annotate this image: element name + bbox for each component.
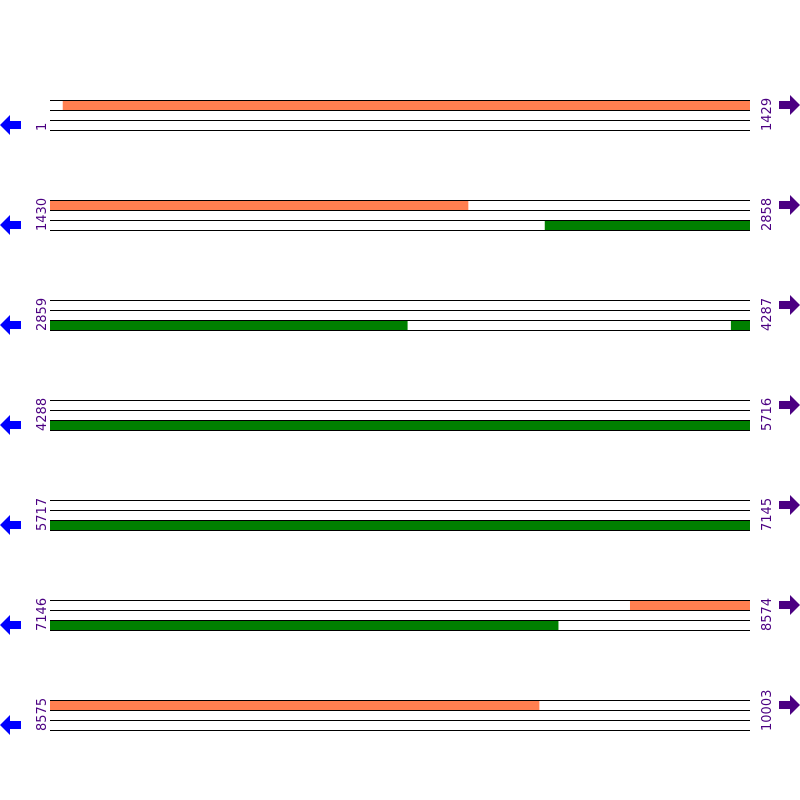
row-start-label: 8575 bbox=[35, 698, 50, 731]
reverse-feature-bar bbox=[50, 520, 750, 530]
arrow-right-icon bbox=[779, 695, 800, 715]
row-end-label: 8574 bbox=[760, 598, 775, 631]
forward-feature-bar bbox=[50, 700, 540, 710]
sequence-row: 8575 10003 bbox=[0, 690, 800, 735]
reverse-feature-bar bbox=[730, 320, 750, 330]
reverse-feature-bar bbox=[50, 320, 408, 330]
arrow-left-icon bbox=[0, 615, 21, 635]
sequence-row: 1 1429 bbox=[0, 95, 800, 135]
row-end-label: 5716 bbox=[760, 398, 775, 431]
arrow-left-icon bbox=[0, 315, 21, 335]
row-start-label: 1430 bbox=[35, 198, 50, 231]
row-end-label: 7145 bbox=[760, 498, 775, 531]
arrow-right-icon bbox=[779, 195, 800, 215]
row-start-label: 4288 bbox=[35, 398, 50, 431]
row-start-label: 2859 bbox=[35, 298, 50, 331]
sequence-row: 2859 4287 bbox=[0, 295, 800, 335]
arrow-right-icon bbox=[779, 495, 800, 515]
sequence-row: 1430 2858 bbox=[0, 195, 800, 235]
arrow-left-icon bbox=[0, 415, 21, 435]
row-end-label: 4287 bbox=[760, 298, 775, 331]
arrow-right-icon bbox=[779, 395, 800, 415]
forward-feature-bar bbox=[629, 600, 750, 610]
row-start-label: 7146 bbox=[35, 598, 50, 631]
arrow-left-icon bbox=[0, 715, 21, 735]
sequence-row: 5717 7145 bbox=[0, 495, 800, 535]
row-start-label: 1 bbox=[35, 123, 50, 131]
arrow-right-icon bbox=[779, 595, 800, 615]
row-start-label: 5717 bbox=[35, 498, 50, 531]
reverse-feature-bar bbox=[544, 220, 750, 230]
arrow-left-icon bbox=[0, 515, 21, 535]
row-end-label: 2858 bbox=[760, 198, 775, 231]
row-end-label: 1429 bbox=[760, 98, 775, 131]
row-end-label: 10003 bbox=[760, 690, 775, 731]
arrow-right-icon bbox=[779, 95, 800, 115]
sequence-row: 4288 5716 bbox=[0, 395, 800, 435]
forward-feature-bar bbox=[50, 200, 469, 210]
arrow-right-icon bbox=[779, 295, 800, 315]
reverse-feature-bar bbox=[50, 620, 559, 630]
sequence-row: 7146 8574 bbox=[0, 595, 800, 635]
forward-feature-bar bbox=[62, 100, 750, 110]
reverse-feature-bar bbox=[50, 420, 750, 430]
arrow-left-icon bbox=[0, 215, 21, 235]
arrow-left-icon bbox=[0, 115, 21, 135]
